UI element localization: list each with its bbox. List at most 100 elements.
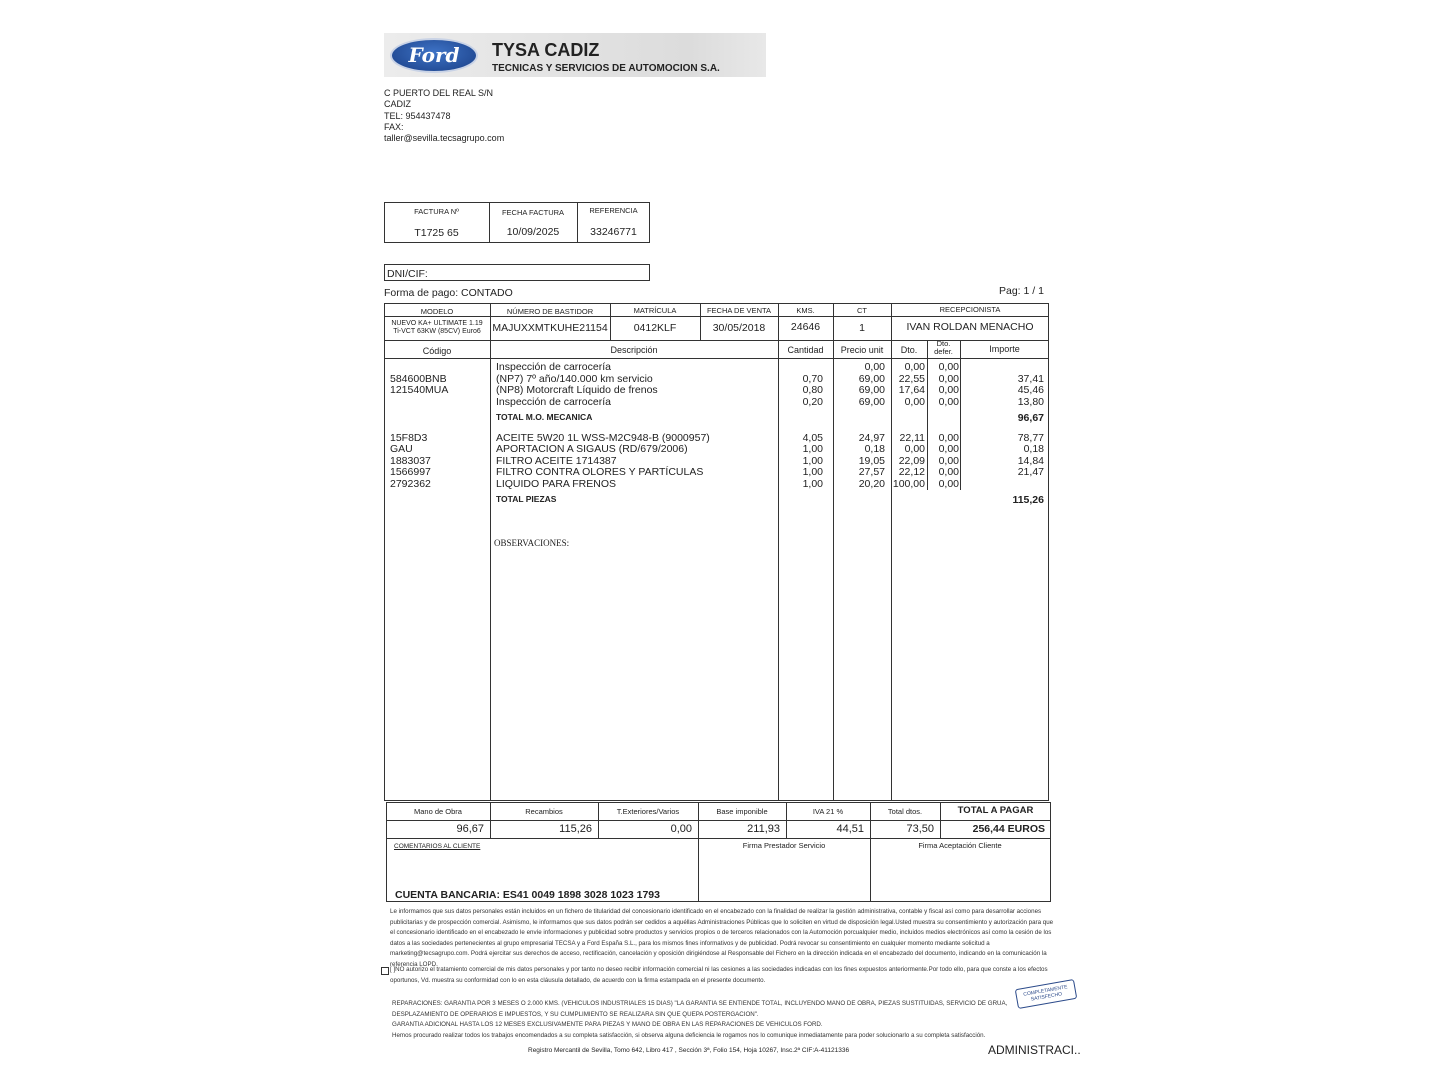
vehicle-kms: 24646 [790,321,821,333]
ford-logo: Ford [390,38,478,73]
item-defer: 0,00 [938,373,959,385]
footer-department: ADMINISTRACI.. [988,1043,1081,1057]
col-quantity: Cantidad [787,345,824,355]
page-number: Pag: 1 / 1 [999,285,1044,297]
item-amount: 37,41 [1017,373,1044,385]
totals-header-vat: IVA 21 % [812,807,844,816]
item-price: 0,00 [864,361,885,373]
item-defer: 0,00 [938,396,959,408]
totals-header-labor: Mano de Obra [414,807,462,816]
consent-checkbox[interactable] [381,967,389,975]
vehicle-sale-date: 30/05/2018 [712,322,766,334]
item-dto: 17,64 [898,384,925,396]
item-price: 69,00 [858,396,885,408]
invoice-date: 10/09/2025 [506,226,560,238]
vehicle-header-receptionist: RECEPCIONISTA [939,305,1001,314]
vehicle-header-ct: CT [857,306,867,315]
item-desc: Inspección de carrocería [496,361,611,373]
item-defer: 0,00 [938,384,959,396]
totals-header-discounts: Total dtos. [887,807,923,816]
item-price: 24,97 [858,432,885,444]
bank-account: CUENTA BANCARIA: ES41 0049 1898 3028 102… [395,889,660,901]
col-amount: Importe [989,344,1020,354]
item-dto: 0,00 [904,443,925,455]
totals-header-tax-base: Base imponible [716,807,768,816]
observations-label: OBSERVACIONES: [494,538,570,548]
item-amount: 13,80 [1017,396,1044,408]
total-row-amount: 115,26 [1012,494,1044,506]
customer-signature-label: Firma Aceptación Cliente [918,841,1002,850]
item-code: 2792362 [390,478,431,490]
item-qty: 1,00 [802,478,823,490]
item-price: 20,20 [858,478,885,490]
consent-text: [ ]NO autorizo el tratamiento comercial … [390,966,1048,984]
item-qty: 0,70 [802,373,823,385]
registry-info: Registro Mercantil de Sevilla, Tomo 642,… [528,1047,850,1054]
item-defer: 0,00 [938,455,959,467]
items-table [384,303,1049,801]
item-amount: 78,77 [1017,432,1044,444]
totals-value-tax-base: 211,93 [747,823,780,835]
item-qty: 0,20 [802,396,823,408]
vehicle-header-vin: NÚMERO DE BASTIDOR [506,307,594,316]
item-qty: 0,80 [802,384,823,396]
item-code: 584600BNB [390,373,447,385]
company-address: C PUERTO DEL REAL S/N CADIZ TEL: 9544374… [384,88,505,144]
item-amount: 21,47 [1017,466,1044,478]
vehicle-receptionist: IVAN ROLDAN MENACHO [906,321,1034,333]
item-desc: FILTRO ACEITE 1714387 [496,455,617,467]
item-desc: FILTRO CONTRA OLORES Y PARTÍCULAS [496,466,704,478]
payment-method: Forma de pago: CONTADO [384,287,513,299]
totals-value-vat: 44,51 [836,823,864,835]
item-dto: 0,00 [904,361,925,373]
comments-label: COMENTARIOS AL CLIENTE [394,843,481,850]
item-defer: 0,00 [938,443,959,455]
col-description: Descripción [610,345,658,355]
item-code: 1566997 [390,466,431,478]
vehicle-header-model: MODELO [420,307,454,316]
item-desc: (NP7) 7º año/140.000 km servicio [496,373,653,385]
privacy-notice: Le informamos que sus datos personales e… [390,908,1054,968]
item-defer: 0,00 [938,478,959,490]
vehicle-ct: 1 [859,322,865,334]
totals-value-total-due: 256,44 EUROS [972,823,1045,835]
col-discount: Dto. [900,345,918,355]
item-desc: (NP8) Motorcraft Líquido de frenos [496,384,658,396]
item-code: GAU [390,443,413,455]
item-desc: APORTACION A SIGAUS (RD/679/2006) [496,443,688,455]
total-row-desc: TOTAL M.O. MECANICA [496,412,593,422]
totals-header-external: T.Exteriores/Varios [616,807,680,816]
item-price: 69,00 [858,373,885,385]
item-defer: 0,00 [938,466,959,478]
item-price: 69,00 [858,384,885,396]
totals-header-parts: Recambios [525,807,563,816]
col-deferred-discount: Dto. defer. [934,339,953,356]
item-dto: 22,09 [898,455,925,467]
dni-box [384,264,650,281]
col-code: Código [422,346,452,356]
totals-value-external: 0,00 [670,823,692,835]
item-code: 121540MUA [390,384,449,396]
item-defer: 0,00 [938,432,959,444]
item-qty: 1,00 [802,455,823,467]
item-qty: 1,00 [802,443,823,455]
item-price: 27,57 [858,466,885,478]
item-qty: 1,00 [802,466,823,478]
vehicle-header-kms: KMS. [796,306,815,315]
item-dto: 22,55 [898,373,925,385]
vehicle-plate: 0412KLF [633,322,677,334]
item-price: 19,05 [858,455,885,467]
item-code: 1883037 [390,455,431,467]
item-code: 15F8D3 [390,432,428,444]
item-dto: 22,12 [898,466,925,478]
item-dto: 0,00 [904,396,925,408]
vehicle-header-sale-date: FECHA DE VENTA [706,306,772,315]
item-desc: Inspección de carrocería [496,396,611,408]
totals-header-total-due: TOTAL A PAGAR [957,805,1034,816]
warranty-text: REPARACIONES: GARANTIA POR 3 MESES O 2.0… [392,1000,1008,1039]
dni-label: DNI/CIF: [387,268,428,280]
item-desc: ACEITE 5W20 1L WSS-M2C948-B (9000957) [496,432,710,444]
vehicle-header-plate: MATRÍCULA [633,306,677,315]
total-row-desc: TOTAL PIEZAS [496,494,557,504]
company-subtitle: TECNICAS Y SERVICIOS DE AUTOMOCION S.A. [492,63,720,74]
